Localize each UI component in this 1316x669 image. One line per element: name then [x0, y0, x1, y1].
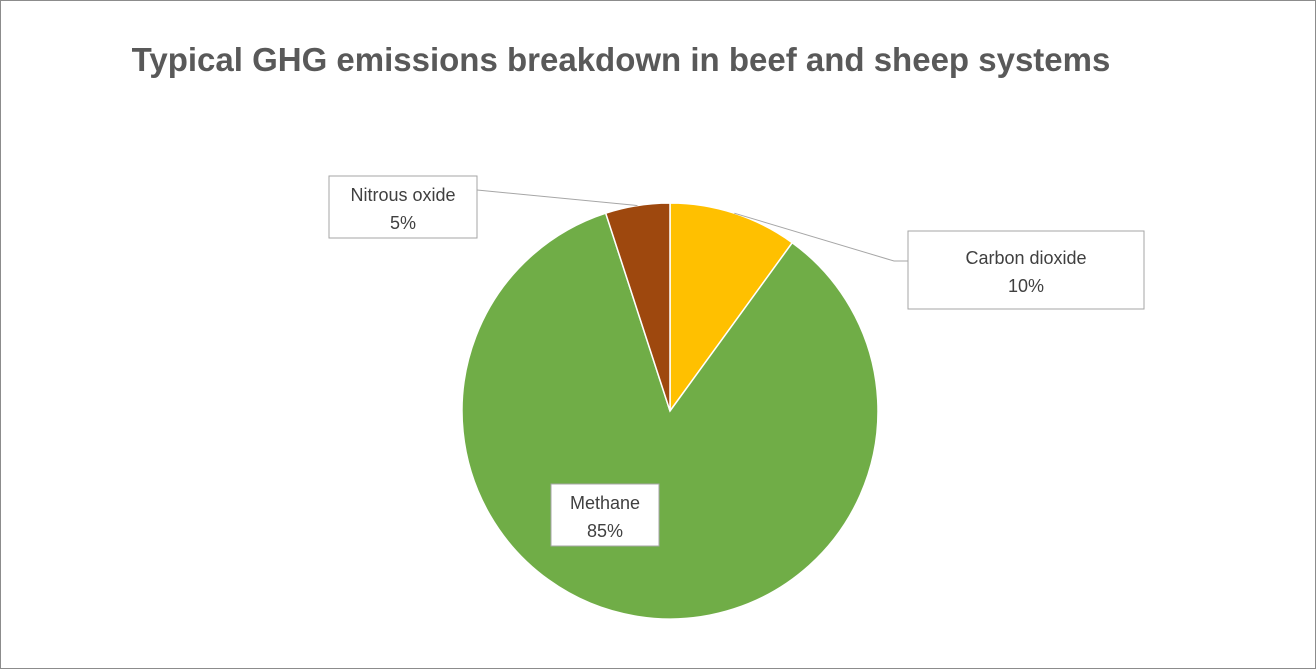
chart-title: Typical GHG emissions breakdown in beef …	[131, 41, 1111, 78]
data-label-category: Carbon dioxide	[965, 248, 1086, 268]
data-label-box	[328, 175, 478, 239]
data-label-nitrous-oxide: Nitrous oxide 5%	[328, 175, 478, 239]
data-label-box	[907, 230, 1145, 310]
leader-line-nitrous-oxide	[476, 189, 638, 207]
pie-slice-carbon-dioxide	[669, 202, 794, 414]
data-label-percentage: 10%	[1008, 276, 1044, 296]
data-label-methane: Methane 85%	[550, 483, 660, 547]
data-label-percentage: 85%	[587, 521, 623, 541]
data-label-box	[550, 483, 660, 547]
data-label-category: Nitrous oxide	[350, 185, 455, 205]
data-label-carbon-dioxide: Carbon dioxide 10%	[907, 230, 1145, 310]
pie-slices	[461, 202, 879, 620]
data-label-category: Methane	[570, 493, 640, 513]
leader-line-carbon-dioxide	[734, 212, 908, 262]
data-label-percentage: 5%	[390, 213, 416, 233]
